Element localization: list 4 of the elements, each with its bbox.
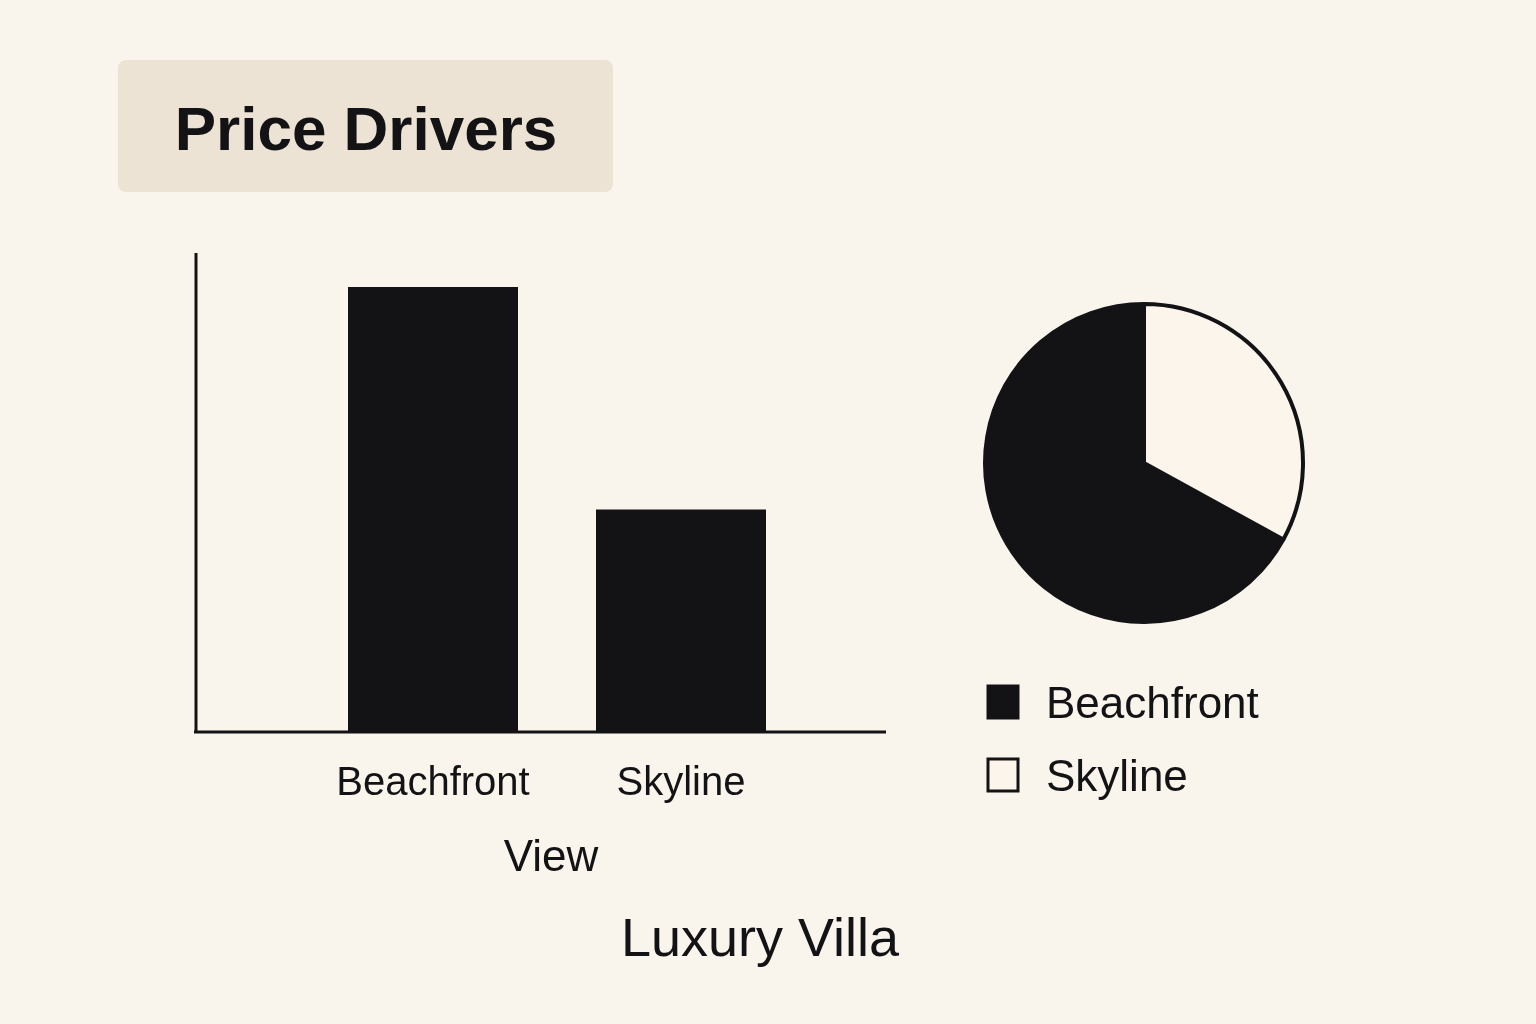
legend-label: Beachfront [1046,678,1259,727]
text: Luxury Villa [620,907,901,967]
x-axis-title: View [503,831,599,880]
chart-title: Price Drivers [174,94,558,163]
